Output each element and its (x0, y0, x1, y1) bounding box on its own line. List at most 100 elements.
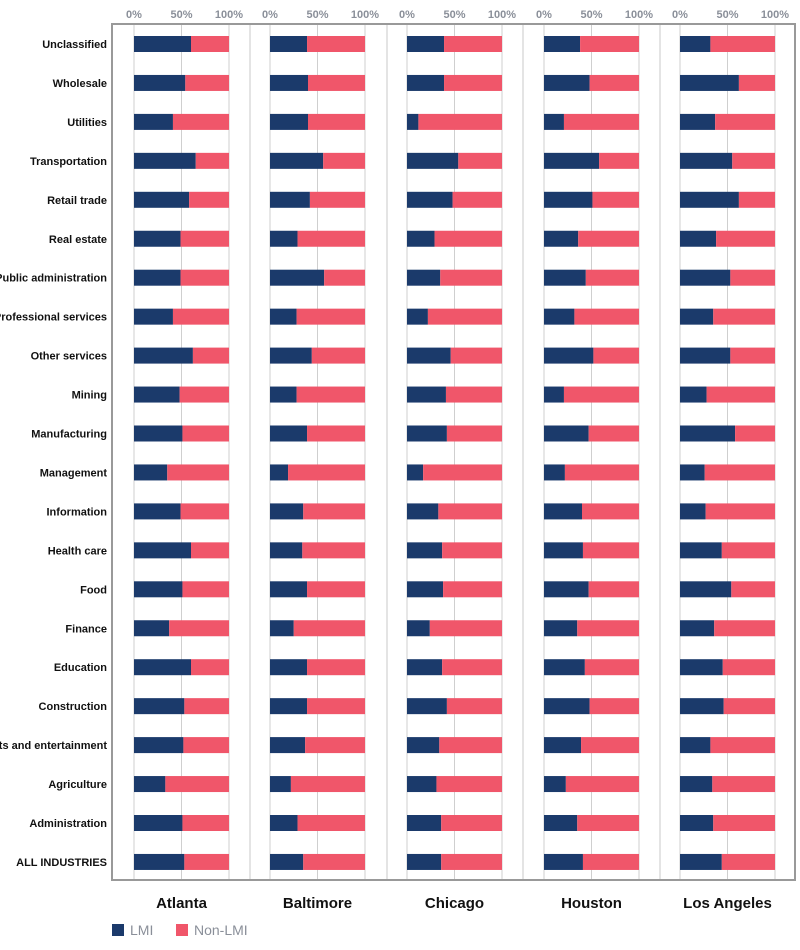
bar-lmi (407, 503, 439, 520)
bar-lmi (407, 620, 430, 637)
bar-non-lmi (309, 191, 365, 208)
bar-non-lmi (184, 698, 229, 715)
bar-lmi (407, 113, 419, 130)
bar-lmi (544, 152, 600, 169)
bar-non-lmi (446, 698, 502, 715)
bar-non-lmi (721, 853, 775, 870)
bar-non-lmi (716, 230, 775, 247)
tick-label: 50% (716, 9, 738, 21)
bar-lmi (134, 74, 186, 91)
bar-non-lmi (192, 347, 229, 364)
tick-label: 100% (351, 9, 379, 21)
bar-lmi (134, 698, 185, 715)
bar-lmi (680, 815, 714, 831)
tick-label: 100% (761, 9, 789, 21)
bar-lmi (407, 542, 443, 559)
bar-lmi (270, 308, 297, 325)
bar-non-lmi (564, 464, 639, 481)
bar-non-lmi (307, 698, 365, 715)
category-label: Transportation (30, 156, 107, 168)
bar-non-lmi (706, 386, 775, 403)
bar-lmi (544, 347, 594, 364)
bar-lmi (270, 464, 289, 481)
city-label: Los Angeles (683, 895, 772, 912)
bar-lmi (134, 853, 185, 870)
bar-lmi (134, 386, 180, 403)
bar-non-lmi (305, 737, 365, 754)
bar-lmi (544, 230, 579, 247)
bar-lmi (134, 36, 191, 52)
bar-lmi (134, 620, 170, 637)
bar-lmi (134, 152, 196, 169)
bar-non-lmi (705, 503, 775, 520)
bar-non-lmi (423, 464, 502, 481)
bar-non-lmi (580, 36, 639, 52)
bar-non-lmi (297, 815, 365, 831)
bar-non-lmi (732, 152, 775, 169)
category-label: Other services (31, 351, 107, 363)
category-label: Construction (39, 701, 108, 713)
tick-label: 0% (126, 9, 142, 21)
bar-lmi (680, 853, 722, 870)
bar-lmi (680, 230, 717, 247)
bar-non-lmi (441, 815, 502, 831)
category-label: Professional services (0, 312, 107, 324)
bar-lmi (680, 74, 739, 91)
bar-non-lmi (450, 347, 502, 364)
bar-lmi (544, 36, 581, 52)
bar-non-lmi (713, 815, 775, 831)
bar-lmi (134, 347, 193, 364)
category-label: Agriculture (48, 779, 107, 791)
bar-lmi (407, 425, 447, 442)
bar-non-lmi (303, 853, 365, 870)
bar-lmi (270, 425, 308, 442)
category-label: Real estate (49, 234, 107, 246)
bar-lmi (134, 464, 168, 481)
bar-non-lmi (738, 191, 775, 208)
bar-non-lmi (418, 113, 502, 130)
bar-lmi (270, 815, 298, 831)
bar-lmi (680, 386, 707, 403)
bar-lmi (407, 74, 445, 91)
bar-non-lmi (443, 581, 502, 598)
bar-non-lmi (427, 308, 502, 325)
bar-non-lmi (458, 152, 502, 169)
bar-non-lmi (308, 74, 365, 91)
category-label: Health care (48, 545, 107, 557)
bar-non-lmi (191, 659, 229, 676)
bar-non-lmi (721, 542, 775, 559)
bar-non-lmi (172, 308, 229, 325)
bar-lmi (407, 230, 435, 247)
bar-lmi (680, 308, 714, 325)
bar-lmi (270, 36, 308, 52)
bar-lmi (680, 113, 716, 130)
bar-non-lmi (715, 113, 775, 130)
bar-lmi (407, 191, 453, 208)
bar-lmi (270, 386, 297, 403)
bar-lmi (407, 386, 446, 403)
bar-non-lmi (577, 620, 639, 637)
bar-lmi (407, 152, 459, 169)
bar-lmi (407, 737, 440, 754)
legend-label-non-lmi: Non-LMI (194, 922, 248, 938)
bar-non-lmi (713, 308, 775, 325)
bar-non-lmi (710, 36, 775, 52)
category-label: Food (80, 584, 107, 596)
bar-non-lmi (730, 347, 775, 364)
bar-lmi (544, 620, 578, 637)
tick-label: 100% (488, 9, 516, 21)
bar-lmi (544, 776, 566, 793)
bar-non-lmi (191, 542, 229, 559)
bar-non-lmi (445, 386, 502, 403)
bar-lmi (544, 853, 583, 870)
bar-non-lmi (593, 347, 639, 364)
bar-lmi (270, 152, 324, 169)
bar-non-lmi (169, 620, 229, 637)
bar-non-lmi (442, 659, 502, 676)
bar-lmi (270, 230, 298, 247)
tick-label: 0% (672, 9, 688, 21)
category-label: Manufacturing (31, 429, 107, 441)
bar-non-lmi (307, 581, 365, 598)
bar-lmi (270, 620, 294, 637)
bar-non-lmi (311, 347, 365, 364)
